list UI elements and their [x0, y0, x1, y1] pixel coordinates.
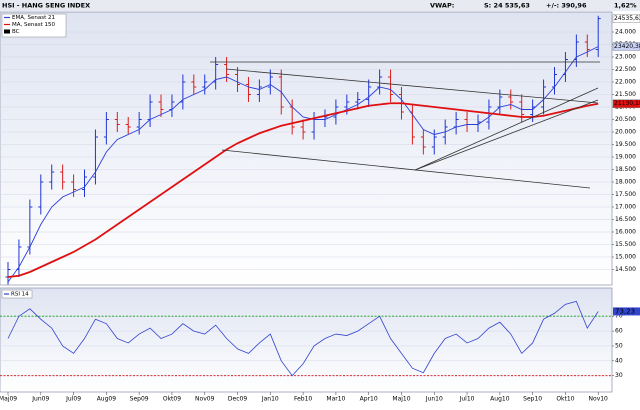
legend-label: EMA, Senast 21	[12, 15, 55, 21]
trend-line	[414, 87, 599, 171]
x-tick-label: Okt09	[163, 396, 181, 403]
y-tick-label: 70	[615, 313, 623, 320]
series-line	[7, 300, 599, 377]
y-tick-label: 20.500	[615, 116, 636, 123]
y-tick-label: 19.000	[615, 154, 636, 161]
y-tick-label: 16.500	[615, 216, 636, 223]
series-line	[7, 46, 599, 283]
x-tick-label: Jul10	[459, 396, 475, 403]
plot: 14.500 15.000 15.500 16.000 16.500 17.000 17.5…	[0, 14, 640, 403]
y-tick-label: 22.500	[615, 66, 636, 73]
y-tick-label: 50	[615, 342, 623, 349]
value-marker-label: 21130,18	[614, 100, 640, 107]
legend-swatch	[4, 29, 10, 34]
trend-line	[221, 149, 591, 189]
legend-box	[1, 13, 67, 38]
x-tick-label: Okt10	[556, 396, 574, 403]
legend-box	[1, 289, 33, 299]
y-tick-label: 24.000	[615, 29, 636, 36]
y-tick-label: 30	[615, 372, 623, 379]
y-tick-label: 23.000	[615, 54, 636, 61]
x-tick-label: Nov10	[589, 396, 609, 403]
x-tick-label: Jun09	[31, 396, 49, 403]
rsi-panel	[0, 287, 613, 393]
y-tick-label: 15.000	[615, 254, 636, 261]
x-tick-label: Aug09	[97, 396, 117, 403]
change: +/-: 390,96	[546, 2, 587, 10]
value-marker	[612, 99, 640, 108]
header-bar	[0, 0, 640, 11]
x-tick-label: Maj10	[392, 396, 410, 403]
y-tick-label: 15.500	[615, 241, 636, 248]
x-tick-label: Sep10	[523, 396, 542, 403]
value-marker	[613, 307, 640, 316]
value-marker-label: 23420,38	[614, 43, 640, 50]
y-tick-label: 14.500	[615, 266, 636, 273]
y-tick-label: 40	[615, 357, 623, 364]
trend-line	[225, 68, 599, 104]
change-pct: 1,62%	[614, 2, 637, 10]
x-tick-label: Mar10	[326, 396, 345, 403]
x-tick-label: Aug10	[490, 396, 510, 403]
x-tick-label: Jul09	[65, 396, 81, 403]
x-tick-label: Nov09	[195, 396, 215, 403]
last-price: S: 24 535,63	[484, 2, 530, 10]
x-tick-label: Maj09	[0, 396, 17, 403]
y-tick-label: 21.500	[615, 91, 636, 98]
legend-label: MA, Senast 150	[12, 22, 56, 28]
value-label: 73,23	[615, 307, 635, 315]
value-marker	[612, 42, 640, 51]
y-tick-label: 19.500	[615, 141, 636, 148]
y-tick-label: 18.500	[615, 166, 636, 173]
trend-lines	[210, 61, 600, 189]
x-tick-label: Feb10	[294, 396, 312, 403]
trend-line	[414, 99, 599, 171]
x-tick-label: Dec09	[228, 396, 247, 403]
legend-label: RSI 14	[11, 292, 29, 298]
value-marker	[612, 14, 640, 23]
legend-label: BC	[12, 29, 20, 35]
y-tick-label: 60	[615, 328, 623, 335]
vwap: VWAP:	[430, 2, 454, 10]
y-tick-label: 20.000	[615, 129, 636, 136]
value-marker-label: 24535,63	[614, 15, 640, 22]
y-tick-label: 17.000	[615, 204, 636, 211]
series-line	[7, 102, 599, 278]
y-tick-label: 17.500	[615, 191, 636, 198]
price-panel	[0, 11, 613, 286]
x-tick-label: Jun10	[425, 396, 443, 403]
x-tick-label: Apr10	[360, 396, 378, 403]
y-tick-label: 16.000	[615, 229, 636, 236]
title: HSI - HANG SENG INDEX	[2, 2, 90, 10]
y-tick-label: 18.000	[615, 179, 636, 186]
x-tick-label: Jan10	[261, 396, 279, 403]
y-tick-label: 22.000	[615, 79, 636, 86]
x-tick-label: Sep09	[130, 396, 149, 403]
